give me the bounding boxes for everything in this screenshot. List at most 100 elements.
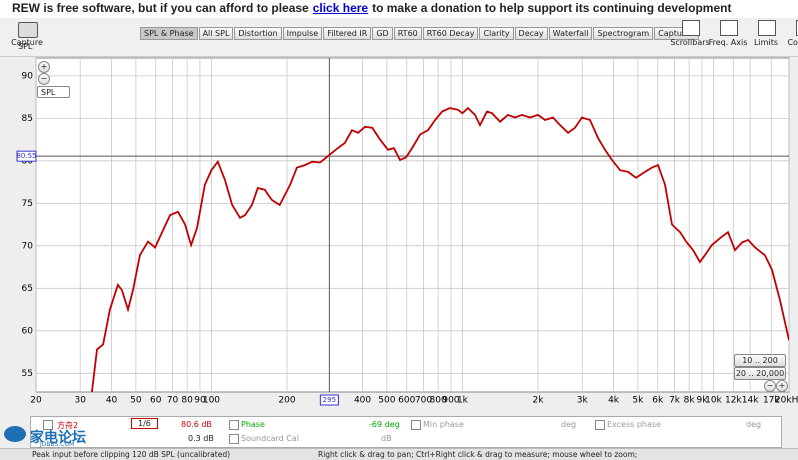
y-tick-label: 65 (22, 284, 33, 294)
x-tick-label: 200 (278, 396, 295, 406)
toolbar-button[interactable]: Freq. Axis (708, 38, 748, 47)
cursor-label-box (16, 150, 37, 162)
x-tick-label: 50 (130, 396, 142, 406)
tab[interactable]: Impulse (282, 27, 323, 40)
cursor-y-label: 80.55 (16, 152, 36, 160)
x-tick-label: 14k (742, 396, 759, 406)
toolbar-button[interactable]: Controls (787, 38, 798, 47)
x-tick-label: 12k (725, 396, 742, 406)
unit: deg (561, 420, 577, 429)
x-tick-label: 60 (150, 396, 162, 406)
x-tick-label: 20kHz (775, 396, 798, 406)
zoom-out[interactable]: − (38, 73, 50, 85)
x-tick-label: 6k (652, 396, 664, 406)
toolbar-icon[interactable] (796, 20, 798, 36)
phase-label: Phase (241, 420, 265, 429)
x-tick-label: 30 (74, 396, 86, 406)
tab[interactable]: Waterfall (548, 27, 593, 40)
x-tick-label: 600 (398, 396, 415, 406)
zoom-in-x[interactable]: + (776, 380, 788, 392)
y-tick-label: 90 (22, 71, 34, 81)
x-tick-label: 5k (632, 396, 644, 406)
chart: SPL 556065707580859020304050607080901002… (16, 57, 798, 406)
measure-dropdown[interactable]: SPL (37, 86, 70, 98)
tab[interactable]: GD (372, 27, 393, 40)
zoom-out-x[interactable]: − (764, 380, 776, 392)
x-tick-label: 17k (763, 396, 780, 406)
status-bar: Peak input before clipping 120 dB SPL (u… (0, 448, 798, 460)
checkbox[interactable] (595, 420, 605, 430)
y-tick-label: 55 (22, 369, 33, 379)
cursor-x-label: 295 (323, 396, 336, 404)
capture-icon[interactable] (18, 22, 38, 38)
x-tick-label: 1k (457, 396, 469, 406)
tab[interactable]: RT60 Decay (422, 27, 479, 40)
zoom-preset[interactable]: 20 .. 20,000 (734, 367, 786, 380)
x-tick-label: 20 (30, 396, 42, 406)
toolbar-button[interactable]: Scrollbars (670, 38, 710, 47)
x-tick-label: 400 (354, 396, 371, 406)
x-tick-label: 10k (705, 396, 722, 406)
x-tick-label: 9k (696, 396, 708, 406)
legend-panel: 方舟2 1/6 80.6 dB Phase -69 deg Min phase … (30, 416, 782, 448)
toolbar-icon[interactable] (758, 20, 776, 36)
x-tick-label: 80 (181, 396, 193, 406)
y-tick-label: 85 (22, 114, 33, 124)
status-center: Right click & drag to pan; Ctrl+Right cl… (318, 450, 638, 459)
cursor-label-box (319, 394, 339, 406)
unit: dB (381, 434, 392, 443)
excess-phase-label: Excess phase (607, 420, 661, 429)
status-left: Peak input before clipping 120 dB SPL (u… (32, 450, 231, 459)
tab[interactable]: Spectrogram (593, 27, 654, 40)
zoom-preset[interactable]: 10 .. 200 (734, 354, 786, 367)
tab[interactable]: Distortion (234, 27, 282, 40)
unit: deg (746, 420, 762, 429)
checkbox[interactable] (229, 434, 239, 444)
banner-text: to make a donation to help support its c… (372, 1, 732, 15)
x-tick-label: 90 (194, 396, 206, 406)
tab[interactable]: SPL & Phase (140, 27, 198, 40)
phase-value: -69 deg (369, 420, 400, 429)
y-tick-label: 70 (22, 241, 34, 251)
x-tick-label: 900 (442, 396, 459, 406)
banner-text: REW is free software, but if you can aff… (12, 1, 309, 15)
offset-value: 0.3 dB (188, 434, 214, 443)
spl-value: 80.6 dB (181, 420, 212, 429)
tab[interactable]: All SPL (198, 27, 234, 40)
toolbar-button[interactable]: Limits (754, 38, 778, 47)
x-tick-label: 70 (167, 396, 179, 406)
x-tick-label: 8k (684, 396, 696, 406)
min-phase-label: Min phase (423, 420, 464, 429)
tab[interactable]: Filtered IR (323, 27, 372, 40)
x-tick-label: 7k (669, 396, 681, 406)
smoothing[interactable]: 1/6 (131, 418, 158, 429)
y-axis-label: SPL (18, 42, 33, 51)
zoom-in[interactable]: + (38, 61, 50, 73)
x-tick-label: 4k (608, 396, 620, 406)
tab-bar: SPL & Phase All SPL Distortion Impulse Filte… (140, 27, 700, 40)
plot-area (35, 57, 790, 393)
x-tick-label: 40 (106, 396, 118, 406)
x-tick-label: 800 (430, 396, 447, 406)
capture-button[interactable]: Capture (11, 38, 43, 47)
tab[interactable]: RT60 (393, 27, 422, 40)
x-tick-label: 3k (577, 396, 589, 406)
legend-label: 方舟2 (57, 421, 79, 430)
x-tick-label: 100 (203, 396, 220, 406)
tab[interactable]: Clarity (479, 27, 514, 40)
donate-link[interactable]: click here (312, 1, 369, 15)
toolbar-icon[interactable] (682, 20, 700, 36)
watermark-logo (4, 426, 26, 442)
line-series (91, 106, 789, 392)
checkbox[interactable] (229, 420, 239, 430)
checkbox[interactable] (411, 420, 421, 430)
cal-label: Soundcard Cal (241, 434, 299, 443)
checkbox[interactable] (43, 420, 53, 430)
watermark-title: 家电论坛 (30, 430, 86, 446)
y-tick-label: 75 (22, 199, 33, 209)
toolbar-icon[interactable] (720, 20, 738, 36)
tab[interactable]: Decay (514, 27, 548, 40)
banner: REW is free software, but if you can aff… (0, 0, 798, 18)
x-tick-label: 700 (415, 396, 432, 406)
